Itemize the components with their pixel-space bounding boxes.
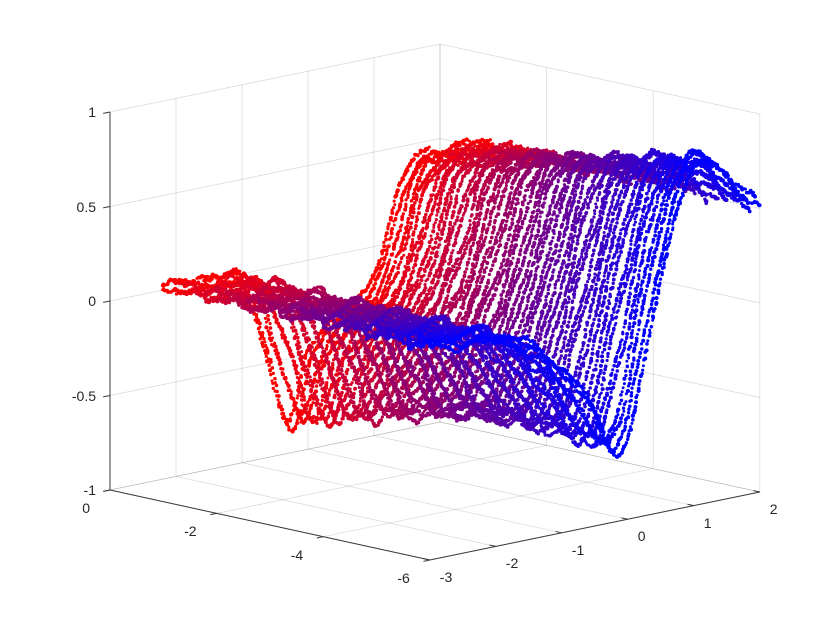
3d-scatter-plot-canvas <box>0 0 840 630</box>
matlab-3d-figure: 0 -2 -4 -6 -3 -2 -1 0 1 2 -1 -0.5 0 0.5 1 <box>0 0 840 630</box>
